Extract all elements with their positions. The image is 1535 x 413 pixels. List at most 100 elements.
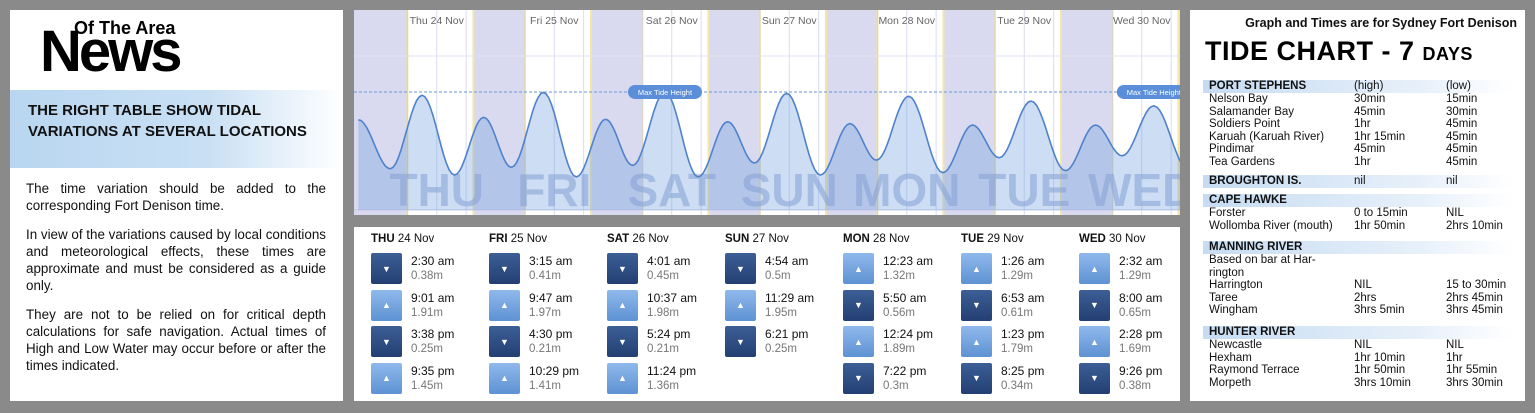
location-name: Harrington: [1209, 279, 1263, 292]
day-column: TUE 29 Nov ▲ 1:26 am 1.29m ▼ 6:53 am 0.61m ▲ 1:2…: [961, 233, 1079, 397]
day-date: 27 Nov: [749, 233, 789, 245]
day-watermark: SUN: [741, 164, 838, 215]
logo-wordmark: News: [40, 19, 183, 84]
tide-time: 8:25 pm: [1001, 363, 1045, 378]
high-offset: NIL: [1354, 279, 1372, 292]
daylight-band: [759, 10, 826, 215]
reference-prefix: Graph and Times are for: [1245, 16, 1390, 30]
high-tide-arrow-icon: ▲: [843, 253, 874, 284]
reference-note: Graph and Times are for Sydney Fort Deni…: [1245, 16, 1517, 30]
day-date: 24 Nov: [394, 233, 435, 245]
tide-entry: ▲ 10:37 am 1.98m: [607, 288, 725, 325]
daylight-band: [524, 10, 591, 215]
location-section: CAPE HAWKE Forster 0 to 15min NIL Wollomba R…: [1203, 194, 1513, 232]
info-panel: Of The Area News THE RIGHT TABLE SHOW TI…: [10, 10, 343, 401]
tide-time: 5:24 pm: [647, 327, 691, 341]
tide-time: 8:00 am: [1119, 290, 1163, 305]
high-tide-arrow-icon: ▲: [371, 362, 402, 394]
tide-times-table: THU 24 Nov ▼ 2:30 am 0.38m ▲ 9:01 am 1.91m ▼ 3:3…: [354, 227, 1180, 401]
tide-entry: ▼ 5:24 pm 0.21m: [607, 324, 725, 361]
tide-time: 2:30 am: [411, 254, 455, 268]
tide-entry: ▼ 3:38 pm 0.25m: [371, 324, 489, 361]
tide-entry: ▼ 4:30 pm 0.21m: [489, 324, 607, 361]
tide-time: 4:30 pm: [529, 327, 573, 341]
tide-entry: ▼ 8:00 am 0.65m: [1079, 288, 1197, 325]
tide-entry: ▲ 2:32 am 1.29m: [1079, 251, 1197, 288]
tide-time: 11:29 am: [765, 290, 815, 305]
tide-height: 0.25m: [411, 343, 443, 355]
tide-height: 1.36m: [647, 379, 679, 392]
low-offset: 1hr: [1446, 351, 1463, 364]
location-name: Taree: [1209, 291, 1238, 304]
location-row: Newcastle NIL NIL: [1203, 339, 1513, 352]
location-name: Karuah (Karuah River): [1209, 130, 1325, 143]
location-row: Hexham 1hr 10min 1hr: [1203, 352, 1513, 365]
tide-height: 0.56m: [883, 306, 915, 319]
daylight-band: [994, 10, 1061, 215]
paragraph-time-variation: The time variation should be added to th…: [26, 181, 326, 213]
day-date: 30 Nov: [1105, 233, 1146, 245]
tide-height: 1.95m: [765, 306, 797, 319]
logo-tagline: Of The Area: [74, 18, 176, 38]
tide-time: 9:26 pm: [1119, 363, 1163, 378]
day-date: 28 Nov: [869, 233, 910, 245]
high-offset: 30min: [1354, 93, 1386, 105]
low-offset: 15 to 30min: [1446, 279, 1507, 292]
section-heading: PORT STEPHENS (high) (low): [1203, 80, 1513, 93]
tide-height: 1.32m: [883, 270, 915, 282]
location-name: Soldiers Point: [1209, 118, 1280, 131]
high-tide-arrow-icon: ▲: [489, 362, 520, 394]
tide-height: 0.45m: [647, 270, 679, 282]
tide-height: 0.61m: [1001, 306, 1033, 319]
tide-entry: ▲ 11:24 pm 1.36m: [607, 361, 725, 398]
day-heading: TUE 29 Nov: [961, 233, 1079, 251]
tide-time: 9:47 am: [529, 290, 573, 305]
low-tide-arrow-icon: ▼: [1079, 362, 1110, 394]
low-tide-arrow-icon: ▼: [607, 326, 638, 357]
paragraph-navigation-warning: They are not to be relied on for critica…: [26, 307, 326, 373]
section-name: MANNING RIVER: [1209, 241, 1303, 253]
low-tide-arrow-icon: ▼: [961, 362, 992, 394]
tide-height: 0.21m: [529, 343, 561, 355]
low-offset: 3hrs 45min: [1446, 304, 1503, 317]
high-offset: 1hr 50min: [1354, 219, 1406, 232]
low-offset: 2hrs 45min: [1446, 291, 1503, 304]
low-offset: nil: [1446, 175, 1458, 187]
location-name: Hexham: [1209, 351, 1252, 364]
tide-height: 1.45m: [411, 379, 443, 392]
day-column: SUN 27 Nov ▼ 4:54 am 0.5m ▲ 11:29 am 1.95m ▼ 6:2…: [725, 233, 843, 361]
tide-time: 2:28 pm: [1119, 327, 1163, 341]
high-offset: 1hr 15min: [1354, 130, 1406, 143]
day-name: FRI: [489, 233, 508, 245]
section-heading: BROUGHTON IS. nil nil: [1203, 175, 1513, 188]
location-section: HUNTER RIVER Newcastle NIL NIL Hexham 1hr 10m…: [1203, 326, 1513, 389]
tide-time: 5:50 am: [883, 290, 927, 305]
news-logo: Of The Area News: [26, 16, 326, 96]
tide-area: [358, 92, 1180, 210]
low-tide-arrow-icon: ▼: [843, 289, 874, 321]
location-section: PORT STEPHENS (high) (low) Nelson Bay 30min 1…: [1203, 80, 1513, 169]
tide-time: 12:24 pm: [883, 327, 934, 341]
location-name: Newcastle: [1209, 339, 1263, 351]
day-label: Wed 30 Nov: [1113, 15, 1171, 27]
high-offset: (high): [1354, 80, 1384, 92]
panel-title: TIDE CHART - 7 DAYS: [1205, 36, 1473, 67]
low-tide-arrow-icon: ▼: [725, 253, 756, 284]
day-heading: SAT 26 Nov: [607, 233, 725, 251]
day-heading: FRI 25 Nov: [489, 233, 607, 251]
low-tide-arrow-icon: ▼: [843, 362, 874, 394]
tide-entry: ▼ 4:01 am 0.45m: [607, 251, 725, 288]
day-watermark: TUE: [978, 164, 1070, 215]
tide-height: 0.25m: [765, 343, 797, 355]
tide-height: 1.97m: [529, 306, 561, 319]
tide-entry: ▲ 9:35 pm 1.45m: [371, 361, 489, 398]
high-tide-arrow-icon: ▲: [489, 289, 520, 321]
location-name: Nelson Bay: [1209, 93, 1268, 105]
low-tide-arrow-icon: ▼: [961, 289, 992, 321]
tide-height: 0.65m: [1119, 306, 1151, 319]
low-offset: 45min: [1446, 130, 1478, 143]
banner-text: THE RIGHT TABLE SHOW TIDAL VARIATIONS AT…: [28, 102, 307, 140]
location-row: Tea Gardens 1hr 45min: [1203, 156, 1513, 169]
day-label: Sat 26 Nov: [646, 15, 699, 27]
tide-entry: ▼ 6:21 pm 0.25m: [725, 324, 843, 361]
